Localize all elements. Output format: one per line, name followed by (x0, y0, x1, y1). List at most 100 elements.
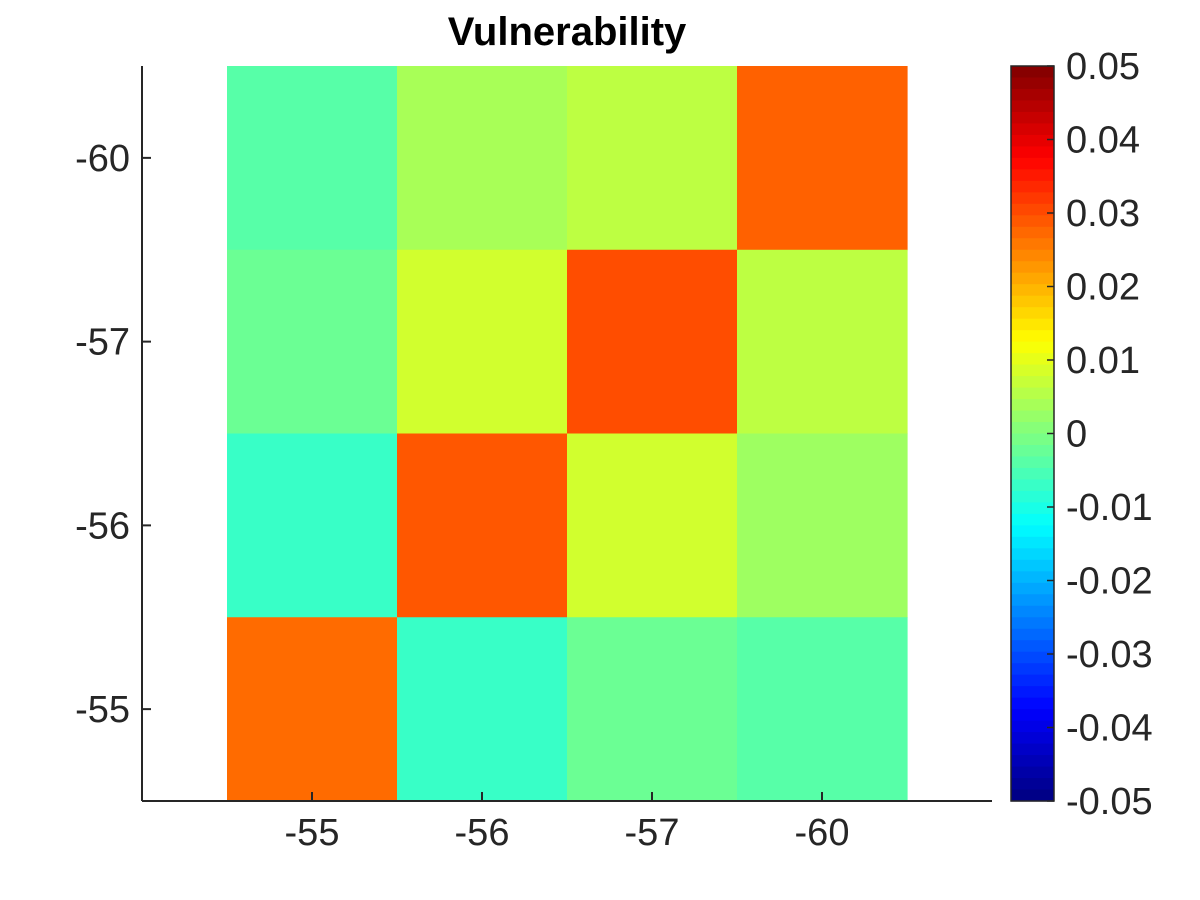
x-tick-label: -55 (285, 812, 340, 854)
colorbar-segment (1011, 732, 1054, 745)
heatmap-cell (397, 249, 568, 435)
colorbar-segment (1011, 720, 1054, 733)
x-tick-label: -60 (795, 812, 850, 854)
colorbar-segment (1011, 697, 1054, 710)
colorbar-segment (1011, 778, 1054, 791)
x-tick-label: -57 (625, 812, 680, 854)
colorbar-tick-label: 0.03 (1066, 193, 1140, 235)
colorbar-segment (1011, 272, 1054, 285)
colorbar-segment (1011, 709, 1054, 722)
y-tick-label: -56 (75, 505, 130, 547)
colorbar-segment (1011, 789, 1054, 802)
y-tick-label: -60 (75, 138, 130, 180)
colorbar-segment (1011, 444, 1054, 458)
colorbar-segment (1011, 456, 1054, 469)
colorbar-segment (1011, 490, 1054, 504)
heatmap-cell (567, 617, 738, 802)
heatmap-cell (737, 433, 908, 618)
colorbar-tick-label: 0.01 (1066, 340, 1140, 382)
colorbar-segment (1011, 123, 1054, 136)
colorbar-segment (1011, 548, 1054, 561)
colorbar-segment (1011, 284, 1054, 297)
colorbar-tick-label: 0.05 (1066, 46, 1140, 88)
colorbar-segment (1011, 513, 1054, 526)
colorbar-segment (1011, 755, 1054, 768)
colorbar-segment (1011, 582, 1054, 595)
colorbar-segment (1011, 743, 1054, 756)
colorbar-tick-label: -0.02 (1066, 561, 1153, 603)
colorbar-segment (1011, 663, 1054, 676)
colorbar-segment (1011, 261, 1054, 274)
colorbar-tick-label: -0.04 (1066, 708, 1153, 750)
colorbar-segment (1011, 766, 1054, 779)
axes (141, 66, 992, 802)
colorbar-segment (1011, 364, 1054, 377)
colorbar-segment (1011, 353, 1054, 366)
colorbar-segment (1011, 88, 1054, 102)
colorbar-segment (1011, 318, 1054, 331)
heatmap-cell (737, 249, 908, 435)
colorbar-tick-label: -0.01 (1066, 487, 1153, 529)
colorbar-segment (1011, 146, 1054, 159)
colorbar-segment (1011, 249, 1054, 262)
colorbar-segment (1011, 203, 1054, 216)
colorbar-segment (1011, 330, 1054, 343)
heatmap-cell (567, 249, 738, 435)
colorbar-segment (1011, 111, 1054, 125)
colorbar-segment (1011, 605, 1054, 618)
x-axis-ticks: -55 -56 -57 -60 (285, 792, 850, 854)
heatmap-cell (397, 66, 568, 251)
colorbar-tick-label: 0.04 (1066, 120, 1140, 162)
colorbar-segment (1011, 387, 1054, 400)
y-tick-label: -55 (75, 689, 130, 731)
colorbar-segment (1011, 169, 1054, 182)
colorbar-segment (1011, 410, 1054, 423)
heatmap-cell (227, 617, 398, 802)
colorbar-tick-label: -0.03 (1066, 634, 1153, 676)
colorbar-segment (1011, 341, 1054, 354)
chart-title: Vulnerability (448, 10, 687, 54)
colorbar-segment (1011, 594, 1054, 607)
heatmap-cell (397, 617, 568, 802)
heatmap-cell (397, 433, 568, 618)
colorbar-segment (1011, 295, 1054, 308)
colorbar-segment (1011, 536, 1054, 549)
colorbar-segment (1011, 617, 1054, 630)
colorbar-segment (1011, 157, 1054, 170)
heatmap-cell (567, 66, 738, 251)
colorbar-segment (1011, 628, 1054, 641)
colorbar-segment (1011, 215, 1054, 228)
y-tick-label: -57 (75, 322, 130, 364)
colorbar-segment (1011, 66, 1054, 79)
colorbar-segment (1011, 134, 1054, 147)
colorbar-segment (1011, 502, 1054, 515)
colorbar-segment (1011, 307, 1054, 320)
colorbar-segment (1011, 674, 1054, 687)
colorbar: 0.05 0.04 0.03 0.02 0.01 0 -0.01 -0.02 -0.03 -0.0… (1010, 46, 1153, 823)
heatmap-cell (737, 66, 908, 251)
heatmap-cell (227, 433, 398, 618)
colorbar-segment (1011, 559, 1054, 572)
heatmap-cell (737, 617, 908, 802)
heatmap-cell (227, 249, 398, 435)
colorbar-segment (1011, 226, 1054, 239)
heatmap-cells (227, 66, 908, 802)
heatmap-cell (567, 433, 738, 618)
heatmap-cell (227, 66, 398, 251)
colorbar-segment (1011, 571, 1054, 584)
colorbar-segment (1011, 376, 1054, 389)
colorbar-segment (1011, 100, 1054, 113)
colorbar-segment (1011, 422, 1054, 435)
colorbar-segment (1011, 640, 1054, 653)
colorbar-segment (1011, 192, 1054, 205)
colorbar-segment (1011, 525, 1054, 538)
colorbar-segment (1011, 433, 1054, 446)
colorbar-segment (1011, 180, 1054, 193)
x-tick-label: -56 (455, 812, 510, 854)
y-axis-ticks: -60 -57 -56 -55 (75, 138, 151, 731)
colorbar-tick-label: -0.05 (1066, 781, 1153, 823)
colorbar-tick-label: 0 (1066, 414, 1087, 456)
colorbar-tick-label: 0.02 (1066, 267, 1140, 309)
colorbar-segment (1011, 399, 1054, 412)
